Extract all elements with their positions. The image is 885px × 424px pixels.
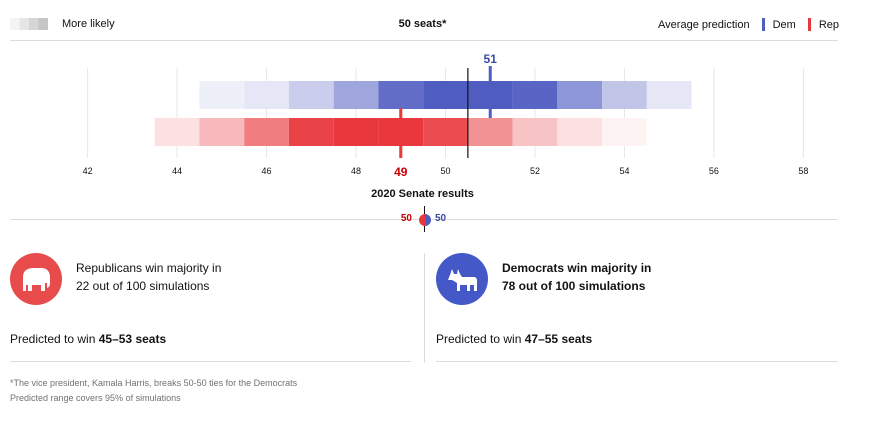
dem-predicted-range: Predicted to win 47–55 seats — [436, 332, 592, 346]
x-tick-label-48: 48 — [351, 166, 361, 176]
rep-cell-51 — [467, 118, 513, 146]
rep-cell-44 — [154, 118, 200, 146]
likelihood-legend: More likely — [10, 18, 115, 30]
dem-majority-line1: Democrats win majority in — [502, 261, 652, 275]
results-dem-seats: 50 — [435, 213, 447, 224]
results-split-dot — [419, 214, 431, 226]
footnote-vp: *The vice president, Kamala Harris, brea… — [10, 378, 298, 388]
dem-cell-48 — [333, 81, 379, 109]
seat-distribution-chart: 42 44 46 48 50 52 54 56 58 51 49 — [83, 52, 809, 179]
chart-title: 50 seats* — [398, 18, 447, 30]
likelihood-gradient-swatch — [10, 18, 48, 30]
x-axis-ticks: 42 44 46 48 50 52 54 56 58 — [83, 166, 809, 176]
rep-predicted-range: Predicted to win 45–53 seats — [10, 332, 166, 346]
x-tick-label-50: 50 — [440, 166, 450, 176]
header-divider — [10, 40, 838, 41]
dem-panel-divider — [436, 361, 838, 362]
x-tick-label-46: 46 — [262, 166, 272, 176]
rep-majority-line2: 22 out of 100 simulations — [76, 279, 210, 293]
panel-separator — [424, 253, 425, 363]
rep-cell-53 — [557, 118, 603, 146]
results-rep-seats: 50 — [400, 213, 412, 224]
rep-cell-48 — [333, 118, 379, 146]
dem-average-label: 51 — [484, 52, 498, 66]
rep-average-label: 49 — [394, 165, 408, 179]
dem-cell-54 — [602, 81, 647, 109]
x-tick-label-56: 56 — [709, 166, 719, 176]
x-tick-label-58: 58 — [798, 166, 808, 176]
dem-cell-53 — [557, 81, 603, 109]
results-title: 2020 Senate results — [371, 188, 474, 200]
rep-panel-divider — [10, 361, 411, 362]
dem-legend-swatch — [761, 18, 765, 31]
rep-legend-label: Rep — [818, 18, 839, 31]
x-tick-label-54: 54 — [619, 166, 629, 176]
dem-majority-line2: 78 out of 100 simulations — [502, 279, 646, 293]
dem-cell-49 — [378, 81, 424, 109]
rep-cell-47 — [288, 118, 334, 146]
footnote-range: Predicted range covers 95% of simulation… — [10, 393, 181, 403]
probability-cells — [154, 81, 692, 146]
dem-cell-46 — [244, 81, 289, 109]
rep-cell-52 — [512, 118, 558, 146]
rep-majority-line1: Republicans win majority in — [76, 261, 222, 275]
donkey-icon — [436, 253, 488, 305]
rep-cell-45 — [199, 118, 245, 146]
rep-cell-46 — [244, 118, 289, 146]
dem-legend-label: Dem — [772, 18, 796, 31]
dem-cell-45 — [199, 81, 245, 109]
dem-cell-50 — [423, 81, 468, 109]
dem-cell-47 — [288, 81, 334, 109]
dem-predict-value: 47–55 seats — [524, 332, 593, 346]
rep-cell-50 — [423, 118, 468, 146]
dem-cell-52 — [512, 81, 558, 109]
dem-predict-prefix: Predicted to win — [436, 332, 522, 346]
x-tick-label-52: 52 — [530, 166, 540, 176]
rep-cell-54 — [602, 118, 647, 146]
rep-majority-text: Republicans win majority in 22 out of 10… — [76, 259, 396, 295]
dem-majority-text: Democrats win majority in 78 out of 100 … — [502, 259, 822, 295]
elephant-icon — [10, 253, 62, 305]
dem-cell-55 — [646, 81, 692, 109]
average-prediction-legend: Average prediction Dem Rep — [658, 18, 839, 31]
results-row: 50 50 — [0, 206, 845, 232]
rep-predict-value: 45–53 seats — [98, 332, 167, 346]
rep-legend-swatch — [807, 18, 811, 31]
likelihood-legend-label: More likely — [62, 18, 115, 30]
x-tick-label-44: 44 — [172, 166, 182, 176]
x-tick-label-42: 42 — [83, 166, 93, 176]
rep-predict-prefix: Predicted to win — [10, 332, 96, 346]
average-prediction-label: Average prediction — [658, 18, 750, 31]
